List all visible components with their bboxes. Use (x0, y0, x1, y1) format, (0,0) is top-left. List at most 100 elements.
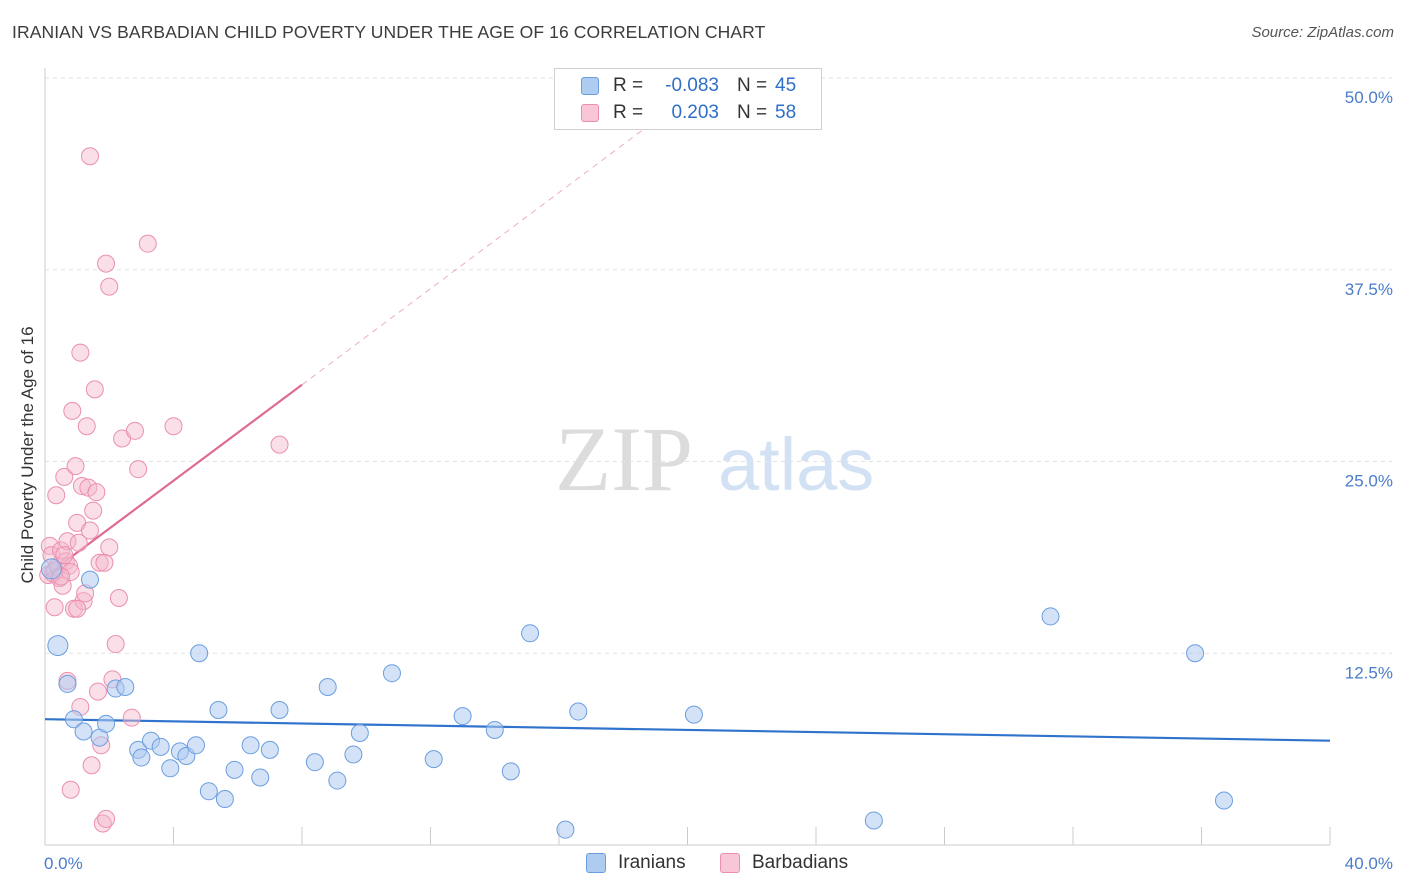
watermark-zip: ZIP (555, 408, 693, 510)
iranian-point (215, 789, 234, 808)
barbadian-point (77, 417, 96, 436)
iranian-point (556, 820, 575, 839)
iranian-point (40, 558, 62, 580)
iranian-point (74, 722, 93, 741)
iranian-point (58, 674, 77, 693)
n-label: N = (737, 102, 768, 123)
y-tick-label: 25.0% (1345, 472, 1393, 491)
x-tick-label: 0.0% (44, 854, 83, 873)
barbadian-point (85, 380, 104, 399)
barbadian-point (53, 576, 72, 595)
barbadian-trendline-extension (301, 96, 688, 386)
iranian-point (1186, 644, 1205, 663)
series-legend: Iranians Barbadians (0, 852, 1406, 878)
r-value: 0.203 (671, 102, 719, 123)
legend-item-iranians[interactable]: Iranians (586, 852, 686, 874)
r-value: -0.083 (665, 75, 719, 96)
iranian-swatch (586, 853, 606, 873)
y-tick-label: 37.5% (1345, 280, 1393, 299)
barbadian-point (68, 599, 87, 618)
iranian-trendline (44, 718, 1331, 742)
iranian-point (225, 760, 244, 779)
watermark-atlas: atlas (718, 423, 874, 506)
legend-row-iranians: R = -0.083 N = 45 (581, 73, 796, 99)
barbadian-point (69, 533, 88, 552)
barbadian-point (129, 460, 148, 479)
barbadian-point (63, 401, 82, 420)
barbadian-point (138, 234, 157, 253)
iranian-point (270, 701, 289, 720)
iranian-point (116, 677, 135, 696)
barbadian-point (55, 467, 74, 486)
y-tick-label: 12.5% (1345, 663, 1393, 682)
iranian-point (132, 748, 151, 767)
barbadian-points (39, 147, 289, 833)
barbadian-swatch (581, 104, 599, 122)
barbadian-point (45, 598, 64, 617)
iranian-point (186, 736, 205, 755)
barbadian-point (95, 553, 114, 572)
iranian-point (382, 664, 401, 683)
barbadian-trendline (44, 383, 303, 578)
barbadian-point (61, 562, 80, 581)
iranian-point (453, 707, 472, 726)
barbadian-point (55, 546, 74, 565)
iranian-point (344, 745, 363, 764)
iranian-point (251, 768, 270, 787)
barbadian-swatch (720, 853, 740, 873)
barbadian-point (90, 553, 109, 572)
legend-item-barbadians[interactable]: Barbadians (720, 852, 848, 874)
barbadian-point (164, 417, 183, 436)
barbadian-point (97, 809, 116, 828)
axes (44, 68, 1331, 846)
x-tick-label: 40.0% (1345, 854, 1393, 873)
n-value: 45 (775, 75, 797, 96)
barbadian-point (106, 635, 125, 654)
n-label: N = (737, 75, 768, 96)
iranian-point (501, 762, 520, 781)
y-axis-label: Child Poverty Under the Age of 16 (18, 326, 37, 583)
barbadian-point (270, 435, 289, 454)
barbadian-point (66, 457, 85, 476)
barbadian-point (58, 532, 77, 551)
iranian-point (684, 705, 703, 724)
iranian-point (209, 701, 228, 720)
iranian-point (328, 771, 347, 790)
barbadian-point (122, 708, 141, 727)
legend-label-iranians: Iranians (618, 852, 686, 873)
r-label: R = (613, 75, 644, 96)
y-tick-labels: 12.5% 25.0% 37.5% 50.0% (1345, 88, 1393, 682)
barbadian-point (125, 421, 144, 440)
iranian-point (1041, 607, 1060, 626)
iranian-swatch (581, 77, 599, 95)
iranian-point (1214, 791, 1233, 810)
watermark: ZIP atlas (555, 408, 874, 510)
barbadian-point (74, 592, 93, 611)
barbadian-point (47, 486, 66, 505)
barbadian-point (100, 538, 119, 557)
iranian-point (241, 736, 260, 755)
legend-label-barbadians: Barbadians (752, 852, 849, 873)
y-tick-label: 50.0% (1345, 88, 1393, 107)
legend-row-barbadians: R = 0.203 N = 58 (581, 100, 796, 126)
x-tick-labels: 0.0% 40.0% (44, 854, 1393, 873)
iranian-point (569, 702, 588, 721)
iranian-point (305, 753, 324, 772)
iranian-point (199, 782, 218, 801)
barbadian-point (80, 147, 99, 166)
barbadian-point (109, 589, 128, 608)
iranian-point (190, 644, 209, 663)
iranian-point (151, 737, 170, 756)
iranian-points (40, 558, 1233, 839)
iranian-point (424, 750, 443, 769)
iranian-point (350, 724, 369, 743)
barbadian-point (40, 536, 59, 555)
barbadian-point (87, 483, 106, 502)
chart-title: IRANIAN VS BARBADIAN CHILD POVERTY UNDER… (12, 22, 766, 42)
iranian-point (97, 714, 116, 733)
iranian-point (521, 624, 540, 643)
iranian-point (864, 811, 883, 830)
barbadian-point (82, 756, 101, 775)
barbadian-point (61, 780, 80, 799)
